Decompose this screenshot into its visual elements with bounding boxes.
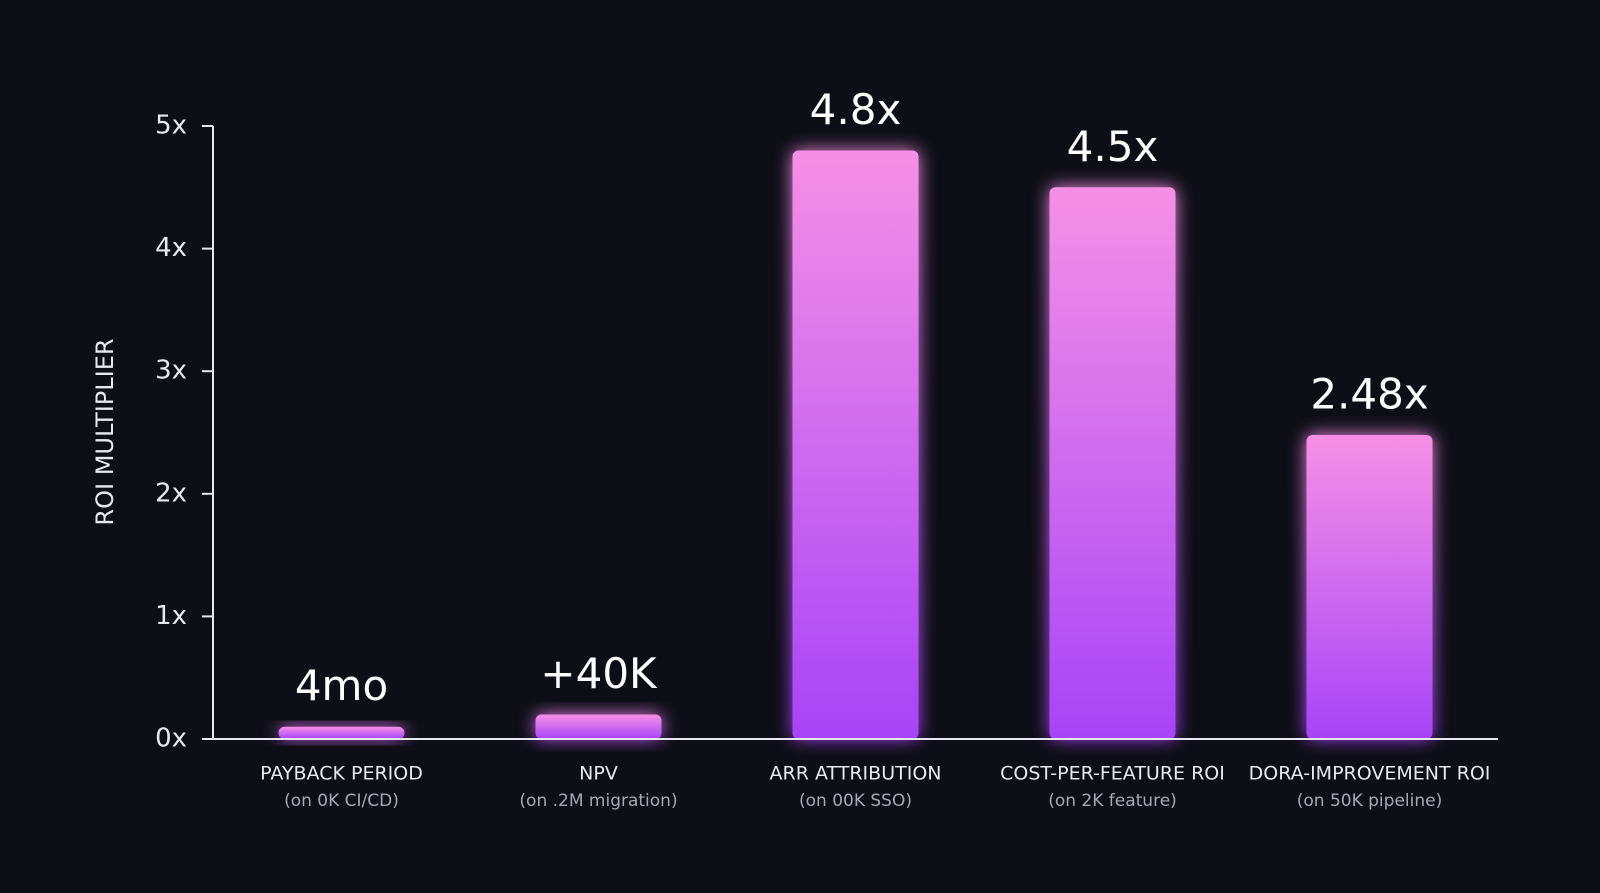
y-tick-label: 4x [155, 233, 187, 263]
bar [535, 714, 662, 739]
y-tick-label: 1x [155, 601, 187, 631]
bar [792, 150, 919, 739]
value-label: 4.5x [1067, 122, 1159, 171]
x-tick-note: (on .2M migration) [519, 791, 677, 811]
value-label: +40K [540, 649, 658, 698]
y-axis-title: ROI MULTIPLIER [91, 338, 119, 525]
x-tick-note: (on 0K CI/CD) [284, 791, 399, 811]
x-tick-note: (on 50K pipeline) [1297, 791, 1442, 811]
value-label: 4.8x [810, 85, 902, 134]
x-tick-label: NPV [579, 763, 618, 785]
bar [1306, 434, 1433, 739]
bar [278, 726, 405, 739]
y-tick-label: 3x [155, 356, 187, 386]
value-label: 2.48x [1310, 369, 1428, 418]
x-tick-note: (on 00K SSO) [799, 791, 912, 811]
y-tick-label: 5x [155, 111, 187, 141]
x-tick-note: (on 2K feature) [1048, 791, 1177, 811]
y-tick-label: 0x [155, 724, 187, 754]
value-label: 4mo [295, 661, 388, 710]
x-tick-label: PAYBACK PERIOD [260, 763, 423, 785]
x-tick-label: ARR ATTRIBUTION [770, 763, 942, 785]
bar [1049, 187, 1176, 740]
x-tick-label: COST-PER-FEATURE ROI [1000, 763, 1225, 785]
y-tick-label: 2x [155, 478, 187, 508]
x-tick-label: DORA-IMPROVEMENT ROI [1249, 763, 1491, 785]
